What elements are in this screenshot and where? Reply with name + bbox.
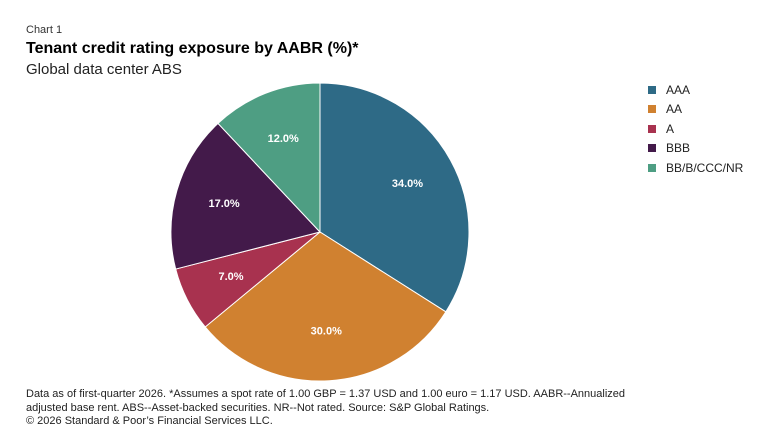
legend-item: AAA [648, 80, 743, 100]
legend-swatch [648, 163, 656, 172]
legend-label: BBB [666, 141, 691, 156]
pie-slice-bb-b-ccc-nr [217, 82, 321, 234]
chart-title: Tenant credit rating exposure by AABR (%… [26, 40, 359, 57]
legend-label: AAA [666, 82, 691, 97]
legend-label: A [666, 121, 675, 136]
legend-item: A [648, 119, 743, 139]
legend-label: BB/B/CCC/NR [666, 160, 744, 175]
pie-slice-aaa [319, 82, 470, 313]
legend-label: AA [666, 102, 683, 117]
legend-swatch [648, 124, 656, 133]
pie-slice-bbb [170, 122, 321, 270]
legend-swatch [648, 105, 656, 114]
pie-slice-aa [204, 231, 447, 382]
slice-value-label: 30.0% [311, 326, 342, 338]
legend-swatch [648, 144, 656, 153]
legend-item: AA [648, 100, 743, 120]
slice-value-label: 12.0% [268, 133, 299, 145]
slice-value-label: 34.0% [392, 178, 423, 190]
footnote-line-1: Data as of first-quarter 2026. *Assumes … [26, 388, 626, 400]
slice-value-label: 7.0% [219, 271, 244, 283]
slice-value-label: 17.0% [209, 198, 240, 210]
legend-item: BBB [648, 139, 743, 159]
footnote-line-2: adjusted base rent. ABS--Asset-backed se… [26, 401, 490, 414]
chart-legend: AAA AA A BBB BB/B/CCC/NR [648, 80, 743, 178]
legend-swatch [648, 85, 656, 94]
legend-item: BB/B/CCC/NR [648, 158, 743, 178]
footnote: Data as of first-quarter 2026. *Assumes … [26, 388, 626, 429]
chart-subtitle: Global data center ABS [26, 61, 182, 78]
copyright-line: © 2026 Standard & Poor’s Financial Servi… [26, 415, 273, 427]
chart-number-label: Chart 1 [26, 24, 63, 36]
